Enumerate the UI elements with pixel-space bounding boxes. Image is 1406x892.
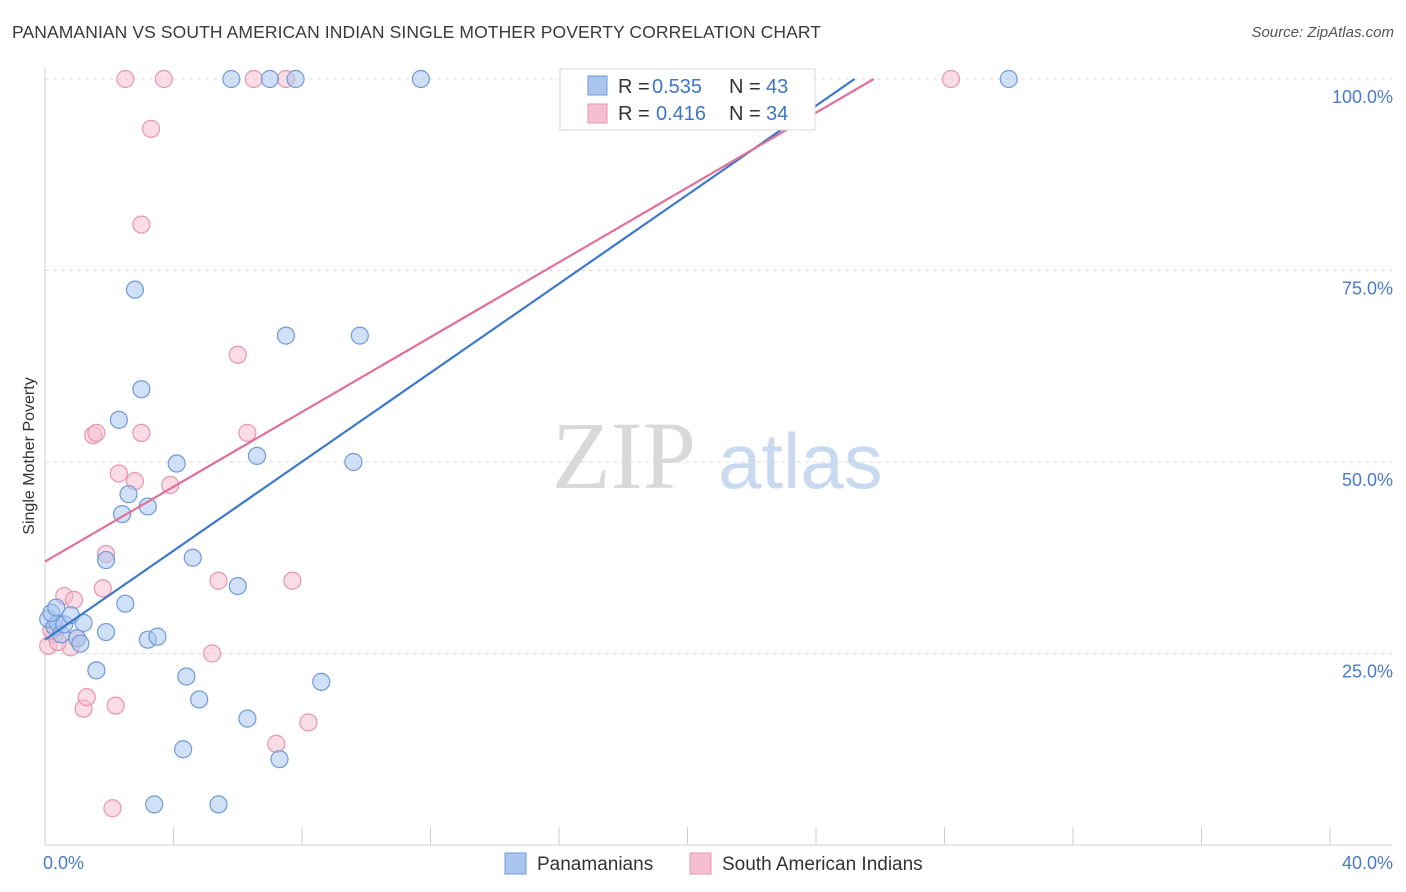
data-point [116, 594, 135, 613]
data-point [350, 326, 369, 345]
data-point [64, 590, 84, 609]
y-tick-label: 25.0% [1342, 662, 1393, 682]
bottom-legend-label-panamanians: Panamanians [537, 854, 653, 875]
data-point [228, 576, 247, 596]
y-tick-label: 50.0% [1342, 470, 1393, 490]
watermark: ZIP atlas [552, 402, 883, 509]
x-tick-label: 0.0% [43, 853, 84, 873]
data-point [109, 464, 128, 483]
data-point [174, 740, 193, 759]
legend-r-value-2: 0.416 [656, 103, 706, 125]
legend-swatch-pink [587, 103, 608, 124]
data-point [299, 713, 318, 732]
legend-swatch-blue [587, 75, 608, 96]
correlation-legend: R = 0.535 N = 43 R = 0.416 N = 34 [559, 68, 816, 131]
x-tick-labels: 0.0% 40.0% [43, 853, 1393, 873]
legend-n-value-1: 43 [766, 76, 788, 98]
data-point [270, 750, 289, 769]
chart-title: PANAMANIAN VS SOUTH AMERICAN INDIAN SING… [12, 22, 822, 42]
legend-r-value-1: 0.535 [652, 76, 702, 98]
axes [44, 68, 1392, 846]
series-legend: Panamanians South American Indians [504, 852, 923, 875]
data-point [161, 475, 180, 495]
trend-lines [44, 78, 875, 641]
data-point [411, 69, 430, 89]
y-axis-label: Single Mother Poverty [21, 377, 38, 534]
data-point [154, 69, 173, 89]
data-point [244, 69, 263, 89]
x-tick-label: 40.0% [1342, 853, 1393, 873]
data-point [71, 634, 90, 653]
data-point [96, 622, 116, 642]
data-point [87, 661, 106, 680]
data-point [87, 423, 106, 442]
data-point [77, 688, 96, 707]
data-point [103, 799, 122, 818]
data-point [119, 485, 138, 504]
grid-lines [45, 78, 1392, 654]
data-point [132, 423, 151, 442]
data-point [125, 280, 145, 299]
data-point [93, 579, 112, 598]
data-point [183, 548, 202, 567]
data-point [109, 410, 128, 429]
data-point [312, 672, 331, 691]
watermark-atlas: atlas [718, 417, 883, 505]
data-point [247, 446, 267, 465]
bottom-legend-swatch-blue [504, 852, 527, 875]
panamanians-points [39, 69, 1018, 814]
source-credit: Source: ZipAtlas.com [1251, 24, 1394, 41]
data-point [47, 598, 66, 617]
watermark-zip: ZIP [552, 402, 696, 509]
data-point [148, 627, 167, 646]
data-point [941, 69, 961, 89]
legend-r-label-1: R = [618, 76, 650, 98]
data-point [132, 215, 151, 234]
legend-n-label-1: N = [729, 76, 761, 98]
legend-n-value-2: 34 [766, 103, 788, 125]
legend-r-label-2: R = [618, 103, 650, 125]
data-point [209, 571, 228, 590]
trend-line-south-american-indians [44, 78, 875, 563]
data-point [999, 69, 1018, 89]
data-point [145, 795, 164, 814]
bottom-legend-label-south-american-indians: South American Indians [722, 854, 923, 875]
data-point [238, 423, 257, 442]
bottom-legend-swatch-pink [689, 852, 712, 875]
legend-n-label-2: N = [729, 103, 761, 125]
data-point [228, 345, 247, 364]
data-point [116, 69, 135, 89]
data-point [167, 454, 186, 473]
y-tick-labels: 100.0% 75.0% 50.0% 25.0% [1332, 87, 1393, 682]
y-tick-label: 100.0% [1332, 87, 1393, 107]
data-point [238, 709, 257, 728]
data-point [276, 326, 296, 345]
data-point [190, 690, 209, 709]
data-point [286, 69, 305, 89]
data-point [177, 667, 196, 686]
y-tick-label: 75.0% [1342, 279, 1393, 299]
data-point [202, 644, 222, 663]
data-point [267, 734, 286, 753]
data-point [209, 795, 228, 814]
data-point [74, 613, 93, 632]
data-point [132, 380, 151, 399]
data-point [222, 69, 241, 89]
trend-line-panamanians [44, 78, 856, 641]
data-point [260, 69, 279, 89]
data-point [141, 119, 161, 138]
data-point [283, 571, 302, 590]
data-point [344, 452, 363, 472]
data-point [96, 550, 116, 570]
data-point [106, 696, 125, 715]
